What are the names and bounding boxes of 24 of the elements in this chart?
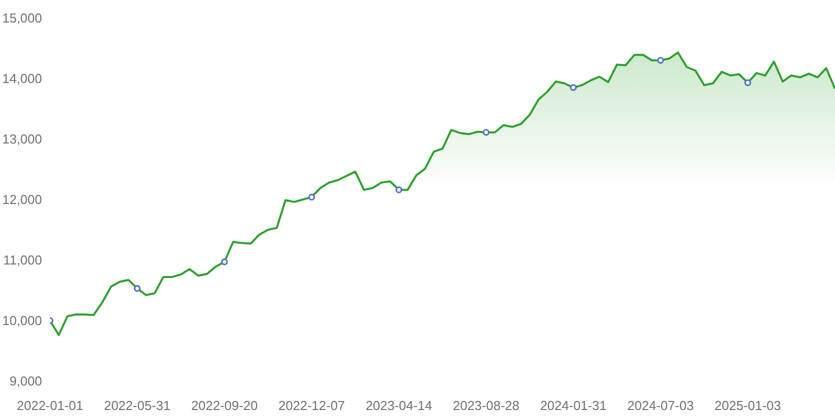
point [308, 194, 316, 200]
point [744, 79, 752, 86]
point [221, 258, 228, 266]
x-tick-label: 2022-05-31 [104, 398, 170, 414]
x-tick-label: 2022-09-20 [191, 398, 258, 414]
x-tick-label: 2025-01-03 [714, 398, 782, 414]
point [482, 128, 490, 136]
x-tick-label: 2022-01-01 [16, 398, 84, 414]
y-tick-label: 13,000 [2, 132, 42, 147]
point [657, 56, 664, 64]
point [395, 186, 402, 194]
y-tick-label: 12,000 [2, 192, 42, 208]
x-tick-label: 2023-08-28 [452, 398, 520, 414]
x-tick-label: 2024-07-03 [627, 398, 694, 414]
y-tick-label: 15,000 [2, 10, 42, 26]
y-tick-label: 9,000 [9, 374, 42, 389]
point [570, 84, 577, 91]
point [134, 285, 141, 292]
x-tick-label: 2022-12-07 [278, 398, 345, 414]
y-tick-label: 11,000 [3, 252, 42, 268]
x-tick-label: 2024-01-31 [540, 398, 607, 414]
y-tick-label: 10,000 [2, 313, 42, 328]
y-tick-label: 14,000 [2, 71, 42, 86]
x-tick-label: 2023-04-14 [366, 398, 432, 414]
